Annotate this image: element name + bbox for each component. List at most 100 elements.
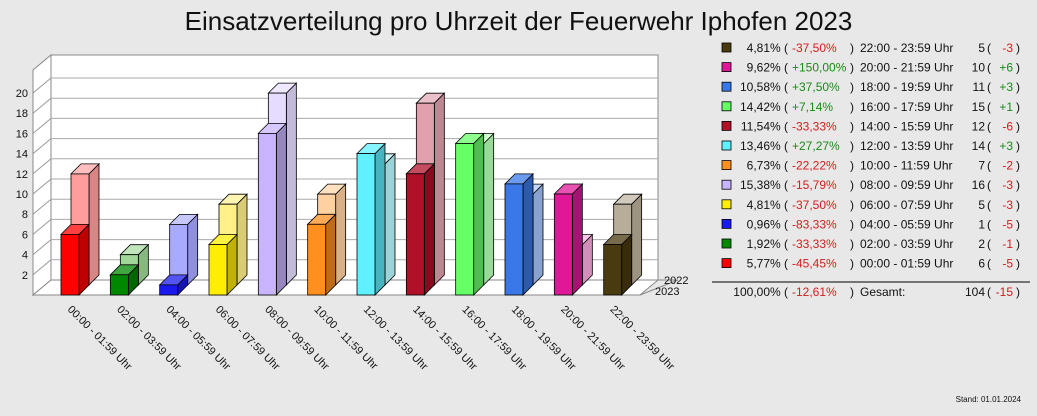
legend-percent: 13,46% ( — [740, 139, 788, 153]
y-tick-label: 8 — [22, 209, 28, 221]
legend-row: 14,42% (+7,14%) 16:00 - 17:59 Uhr 15(+1) — [721, 100, 1020, 114]
legend-percent: 14,42% ( — [740, 100, 788, 114]
legend-paren: ) — [1016, 217, 1020, 231]
legend-range: 18:00 - 19:59 Uhr — [860, 80, 953, 94]
legend-paren: ) — [1016, 198, 1020, 212]
legend-change: -33,33% — [792, 119, 837, 133]
bar-2023 — [602, 233, 633, 296]
legend-diff: +3 — [999, 139, 1013, 153]
bar-2022 — [168, 213, 199, 286]
legend-paren: ( — [987, 285, 991, 299]
bar-2023 — [306, 213, 337, 296]
legend-row: 9,62% ( +150,00%) 20:00 - 21:59 Uhr 10( +6) — [721, 61, 1020, 75]
legend-diff: -2 — [1002, 159, 1013, 173]
y-tick-label: 12 — [16, 169, 28, 181]
legend-change: +37,50% — [792, 80, 840, 94]
legend-row: 5,77% (-45,45%) 00:00 - 01:59 Uhr 6(-5) — [721, 257, 1020, 271]
legend-range: 02:00 - 03:59 Uhr — [860, 237, 953, 251]
legend-range: 00:00 - 01:59 Uhr — [860, 257, 953, 271]
legend-paren: ) — [850, 139, 854, 153]
y-tick-label: 10 — [16, 189, 28, 201]
gridline — [32, 259, 52, 276]
legend-paren: ( — [987, 217, 991, 231]
legend-paren: ) — [850, 257, 854, 271]
y-tick-label: 4 — [22, 250, 28, 262]
legend-paren: ) — [850, 237, 854, 251]
legend-count: 10 — [972, 61, 986, 75]
legend-change: -33,33% — [792, 237, 837, 251]
series-label-2023: 2023 — [655, 286, 679, 298]
legend-paren: ( — [987, 178, 991, 192]
legend-paren: ) — [850, 80, 854, 94]
y-tick-label: 16 — [16, 128, 28, 140]
legend-percent: 4,81% ( — [747, 41, 788, 55]
legend-diff: -5 — [1002, 257, 1013, 271]
legend-percent: 9,62% ( — [747, 61, 788, 75]
bar-2023 — [454, 132, 485, 296]
legend-row: 6,73% (-22,22%) 10:00 - 11:59 Uhr 7(-2) — [721, 159, 1020, 173]
legend-paren: ) — [850, 159, 854, 173]
legend-percent: 11,54% ( — [741, 119, 788, 133]
legend-swatch — [721, 140, 732, 151]
legend-count: 14 — [972, 139, 986, 153]
y-tick-label: 20 — [16, 88, 28, 100]
legend-diff: -3 — [1002, 178, 1013, 192]
bar-2023 — [257, 122, 288, 296]
legend-paren: ) — [850, 178, 854, 192]
legend-swatch — [721, 238, 732, 249]
legend-range: 12:00 - 13:59 Uhr — [860, 139, 953, 153]
chart-title: Einsatzverteilung pro Uhrzeit der Feuerw… — [184, 6, 853, 36]
axis-depth-line — [639, 279, 679, 296]
legend-paren: ) — [1016, 41, 1020, 55]
legend-diff: -5 — [1002, 217, 1013, 231]
gridline — [32, 158, 52, 175]
legend-total-count: 104 — [965, 285, 985, 299]
legend-paren: ) — [1016, 119, 1020, 133]
legend-change: +150,00% — [792, 61, 847, 75]
legend-count: 5 — [978, 41, 985, 55]
gridline — [32, 118, 52, 134]
bar-2023 — [504, 172, 534, 296]
legend-paren: ) — [1016, 139, 1020, 153]
legend-count: 2 — [978, 237, 985, 251]
legend-percent: 15,38% ( — [740, 178, 788, 192]
legend-change: -45,45% — [792, 257, 837, 271]
bar-2023 — [208, 233, 238, 296]
legend-change: -37,50% — [792, 198, 837, 212]
legend-change: -83,33% — [792, 217, 837, 231]
legend-paren: ( — [987, 237, 991, 251]
legend-range: 14:00 - 15:59 Uhr — [860, 119, 953, 133]
legend-swatch — [721, 179, 732, 190]
legend-count: 6 — [978, 257, 985, 271]
legend-count: 5 — [978, 198, 985, 212]
legend-range: 20:00 - 21:59 Uhr — [860, 61, 953, 75]
legend-range: 04:00 - 05:59 Uhr — [860, 217, 953, 231]
bar-2023 — [158, 273, 189, 296]
bar-2023 — [60, 223, 90, 296]
gridline — [32, 77, 52, 94]
legend-range: 10:00 - 11:59 Uhr — [860, 159, 953, 173]
legend-total-percent: 100,00% ( — [733, 285, 788, 299]
legend-paren: ( — [987, 61, 991, 75]
gridline — [32, 97, 52, 114]
legend-swatch — [721, 101, 732, 112]
legend-row: 13,46% (+27,27%) 12:00 - 13:59 Uhr 14(+3) — [721, 139, 1020, 153]
bar-2023 — [553, 183, 584, 296]
gridline — [32, 198, 52, 215]
legend-swatch — [721, 42, 732, 53]
legend-swatch — [721, 199, 732, 210]
legend-swatch — [721, 258, 732, 269]
legend-paren: ) — [850, 61, 854, 75]
legend-paren: ) — [1016, 61, 1020, 75]
legend-diff: -1 — [1002, 237, 1013, 251]
legend-paren: ) — [850, 217, 854, 231]
legend-swatch — [721, 121, 732, 131]
legend-total-label: Gesamt: — [860, 285, 905, 299]
legend-paren: ) — [1016, 159, 1020, 173]
gridline — [32, 138, 52, 154]
legend-paren: ( — [987, 80, 991, 94]
bar-2023 — [356, 142, 386, 296]
legend-diff: +6 — [999, 61, 1013, 75]
legend-percent: 6,73% ( — [747, 159, 788, 173]
